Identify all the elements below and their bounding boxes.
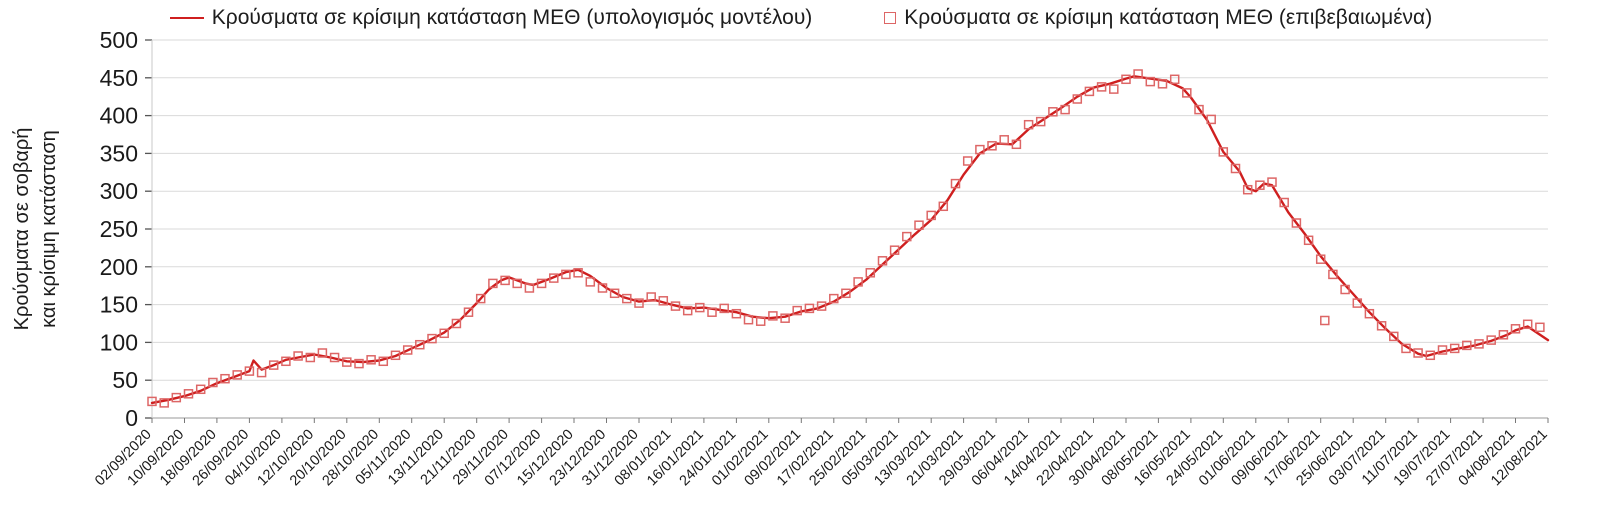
- y-axis-label-line1: Κρούσματα σε σοβαρή: [11, 127, 33, 331]
- svg-text:200: 200: [100, 254, 138, 280]
- svg-text:300: 300: [100, 178, 138, 204]
- svg-text:450: 450: [100, 65, 138, 91]
- legend-item-confirmed: Κρούσματα σε κρίσιμη κατάσταση ΜΕΘ (επιβ…: [884, 6, 1432, 30]
- svg-text:250: 250: [100, 216, 138, 242]
- square-marker-icon: [884, 12, 897, 24]
- svg-text:50: 50: [112, 367, 138, 393]
- y-axis-label-line2: και κρίσιμη κατάσταση: [38, 130, 60, 328]
- svg-text:150: 150: [100, 292, 138, 318]
- line-swatch-icon: [169, 17, 204, 19]
- legend-label-model: Κρούσματα σε κρίσιμη κατάσταση ΜΕΘ (υπολ…: [211, 6, 813, 29]
- svg-text:100: 100: [100, 329, 138, 355]
- svg-text:400: 400: [100, 103, 138, 129]
- legend-label-confirmed: Κρούσματα σε κρίσιμη κατάσταση ΜΕΘ (επιβ…: [904, 6, 1433, 29]
- legend-item-model: Κρούσματα σε κρίσιμη κατάσταση ΜΕΘ (υπολ…: [169, 6, 813, 30]
- svg-text:500: 500: [100, 27, 138, 53]
- svg-text:0: 0: [125, 405, 138, 431]
- legend: Κρούσματα σε κρίσιμη κατάσταση ΜΕΘ (υπολ…: [0, 6, 1602, 30]
- y-axis-label: Κρούσματα σε σοβαρή και κρίσιμη κατάστασ…: [9, 128, 63, 331]
- svg-text:350: 350: [100, 140, 138, 166]
